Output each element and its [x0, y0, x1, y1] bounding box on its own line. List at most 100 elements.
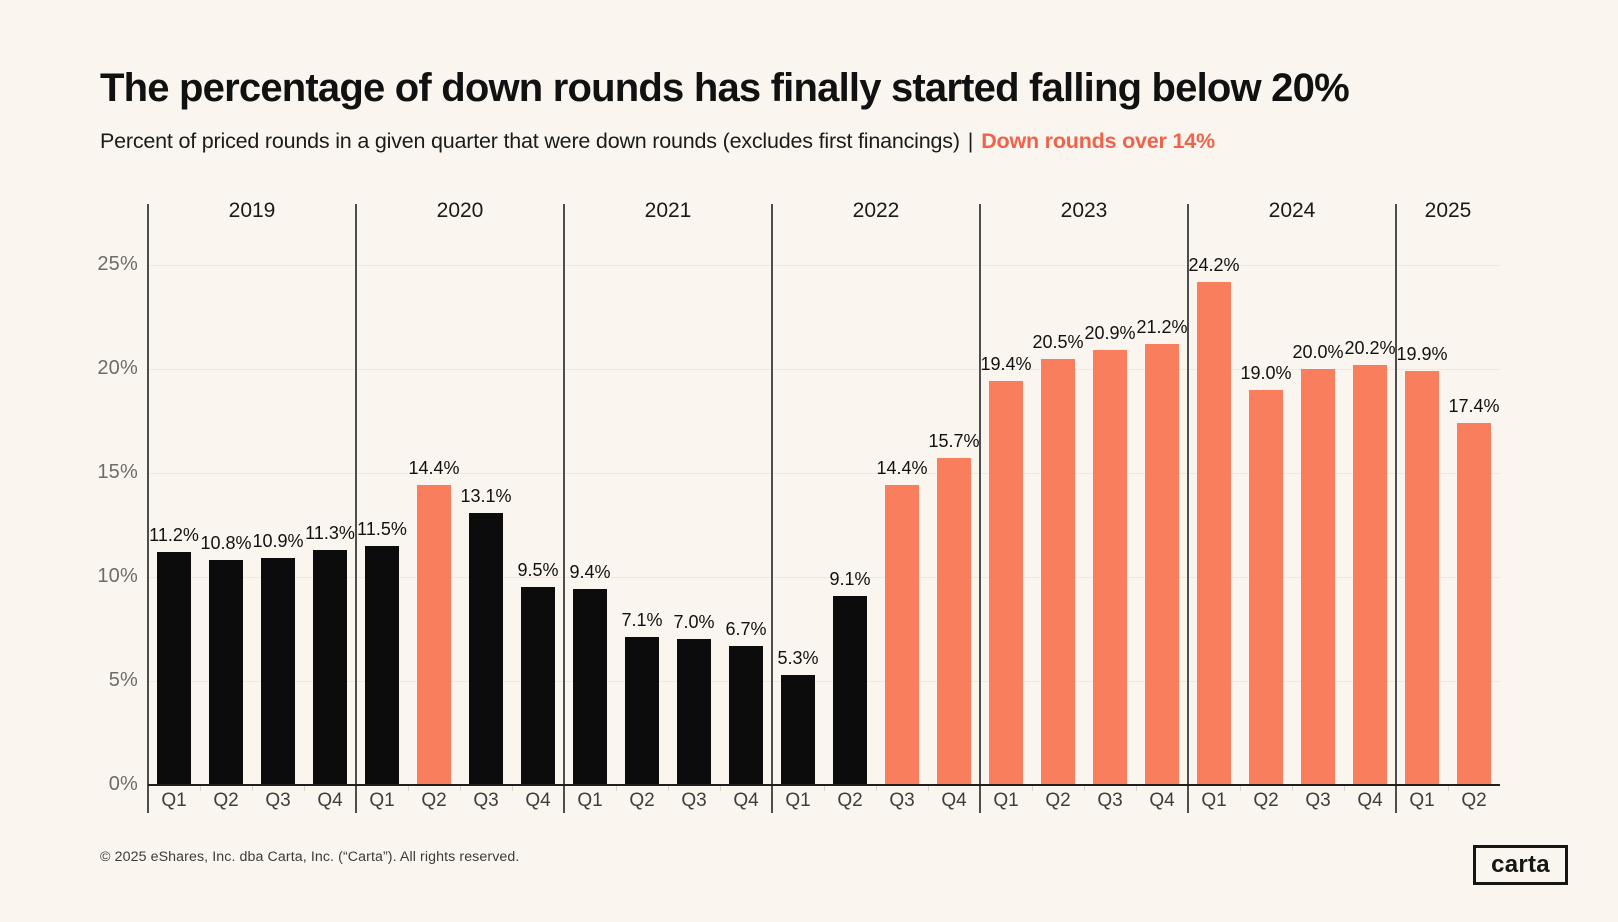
x-minor-tick: [824, 785, 825, 791]
x-axis-line: [148, 784, 1500, 786]
year-divider-2024: [1187, 204, 1189, 813]
x-tick-label-2022-Q4: Q4: [941, 790, 967, 811]
x-minor-tick: [408, 785, 409, 791]
bar-2021-Q2: [625, 637, 659, 785]
x-tick-label-2022-Q1: Q1: [785, 790, 811, 811]
bar-2022-Q3: [885, 485, 919, 785]
bar-2023-Q1: [989, 381, 1023, 785]
bar-2022-Q2: [833, 595, 867, 785]
x-minor-tick: [1084, 785, 1085, 791]
bar-value-label-2025-Q2: 17.4%: [1448, 396, 1500, 417]
bar-2024-Q2: [1249, 389, 1283, 785]
carta-logo-text: carta: [1491, 851, 1550, 878]
bar-2019-Q3: [261, 558, 295, 785]
bar-value-label-2021-Q4: 6.7%: [725, 618, 767, 639]
bar-value-label-2019-Q4: 11.3%: [305, 522, 355, 543]
gridline-25%: [148, 265, 1500, 266]
bar-2025-Q2: [1457, 423, 1491, 785]
y-axis-line: [147, 204, 149, 813]
x-tick-label-2025-Q2: Q2: [1461, 790, 1487, 811]
page-title: The percentage of down rounds has finall…: [100, 66, 1350, 110]
x-minor-tick: [1136, 785, 1137, 791]
x-tick-label-2024-Q2: Q2: [1253, 790, 1279, 811]
bar-value-label-2024-Q1: 24.2%: [1188, 254, 1240, 275]
bar-2020-Q4: [521, 587, 555, 785]
bar-2023-Q2: [1041, 358, 1075, 785]
bar-value-label-2021-Q3: 7.0%: [673, 612, 715, 633]
gridline-10%: [148, 577, 1500, 578]
bar-2022-Q4: [937, 458, 971, 785]
y-tick-label-25%: 25%: [97, 253, 138, 275]
y-tick-label-0%: 0%: [108, 773, 138, 795]
x-tick-label-2021-Q2: Q2: [629, 790, 655, 811]
bar-2019-Q1: [157, 552, 191, 785]
y-tick-label-5%: 5%: [108, 669, 138, 691]
year-label-2020: 2020: [436, 199, 484, 222]
gridline-20%: [148, 369, 1500, 370]
x-minor-tick: [512, 785, 513, 791]
x-tick-label-2019-Q4: Q4: [317, 790, 343, 811]
x-tick-label-2021-Q4: Q4: [733, 790, 759, 811]
bar-value-label-2020-Q3: 13.1%: [460, 485, 512, 506]
bar-value-label-2024-Q3: 20.0%: [1292, 342, 1344, 362]
chart-subtitle: Percent of priced rounds in a given quar…: [100, 129, 1560, 154]
x-minor-tick: [200, 785, 201, 791]
bar-value-label-2019-Q1: 11.2%: [149, 525, 199, 546]
bar-value-label-2019-Q3: 10.9%: [252, 531, 304, 552]
x-tick-label-2020-Q4: Q4: [525, 790, 551, 811]
x-minor-tick: [720, 785, 721, 791]
y-tick-label-10%: 10%: [97, 565, 138, 587]
bar-2024-Q1: [1197, 281, 1231, 785]
bar-value-label-2020-Q4: 9.5%: [517, 560, 559, 581]
bar-2019-Q2: [209, 560, 243, 785]
copyright-text: © 2025 eShares, Inc. dba Carta, Inc. (“C…: [100, 849, 520, 865]
bar-2020-Q3: [469, 512, 503, 785]
year-label-2019: 2019: [228, 199, 276, 222]
gridline-5%: [148, 681, 1500, 682]
year-label-2021: 2021: [644, 199, 692, 222]
year-label-2025: 2025: [1424, 199, 1472, 222]
bar-2024-Q4: [1353, 364, 1387, 785]
year-label-2022: 2022: [852, 199, 900, 222]
x-minor-tick: [616, 785, 617, 791]
x-tick-label-2020-Q1: Q1: [369, 790, 395, 811]
year-divider-2025: [1395, 204, 1397, 813]
bar-value-label-2023-Q4: 21.2%: [1136, 317, 1188, 338]
x-minor-tick: [1448, 785, 1449, 791]
x-minor-tick: [1344, 785, 1345, 791]
x-tick-label-2019-Q2: Q2: [213, 790, 239, 811]
bar-value-label-2022-Q2: 9.1%: [829, 568, 871, 589]
bar-2025-Q1: [1405, 371, 1439, 785]
bar-value-label-2021-Q2: 7.1%: [621, 610, 663, 631]
x-tick-label-2025-Q1: Q1: [1409, 790, 1435, 811]
x-minor-tick: [1240, 785, 1241, 791]
bar-2022-Q1: [781, 674, 815, 785]
bar-2023-Q3: [1093, 350, 1127, 785]
x-tick-label-2019-Q3: Q3: [265, 790, 291, 811]
x-minor-tick: [928, 785, 929, 791]
x-tick-label-2023-Q3: Q3: [1097, 790, 1123, 811]
bar-value-label-2019-Q2: 10.8%: [200, 533, 252, 554]
bar-value-label-2023-Q1: 19.4%: [980, 354, 1032, 375]
bar-value-label-2022-Q1: 5.3%: [777, 647, 819, 668]
bar-value-label-2025-Q1: 19.9%: [1396, 344, 1448, 365]
bar-value-label-2022-Q3: 14.4%: [876, 458, 928, 479]
subtitle-highlight-legend: Down rounds over 14%: [981, 129, 1215, 153]
x-minor-tick: [1032, 785, 1033, 791]
bar-2021-Q1: [573, 589, 607, 785]
x-tick-label-2024-Q3: Q3: [1305, 790, 1331, 811]
bar-value-label-2024-Q2: 19.0%: [1240, 362, 1292, 383]
year-label-2024: 2024: [1268, 199, 1316, 222]
year-divider-2022: [771, 204, 773, 813]
bar-2024-Q3: [1301, 369, 1335, 785]
bar-2019-Q4: [313, 549, 347, 785]
bar-value-label-2024-Q4: 20.2%: [1344, 337, 1396, 358]
subtitle-separator: |: [967, 129, 974, 153]
x-minor-tick: [668, 785, 669, 791]
carta-logo: carta: [1473, 845, 1568, 885]
bar-value-label-2023-Q2: 20.5%: [1032, 331, 1084, 352]
bar-2021-Q4: [729, 645, 763, 785]
x-tick-label-2022-Q3: Q3: [889, 790, 915, 811]
